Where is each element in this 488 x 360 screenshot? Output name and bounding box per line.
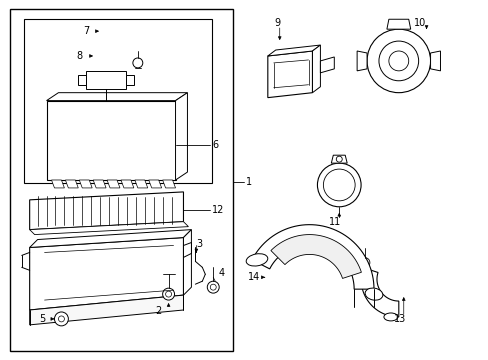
Bar — [10, 9, 233, 351]
Polygon shape — [30, 192, 183, 230]
Polygon shape — [78, 75, 86, 85]
Polygon shape — [30, 230, 191, 247]
Circle shape — [366, 29, 429, 93]
Text: 3: 3 — [196, 239, 202, 248]
Polygon shape — [183, 230, 191, 295]
Polygon shape — [65, 180, 78, 188]
Text: 1: 1 — [245, 177, 252, 187]
Text: 6: 6 — [212, 140, 218, 150]
Polygon shape — [30, 238, 183, 310]
Polygon shape — [46, 93, 187, 100]
Circle shape — [165, 291, 171, 297]
Text: 12: 12 — [212, 205, 224, 215]
Text: 13: 13 — [393, 314, 405, 324]
Circle shape — [207, 281, 219, 293]
Polygon shape — [267, 45, 320, 56]
Polygon shape — [107, 180, 120, 188]
Polygon shape — [135, 180, 147, 188]
Ellipse shape — [383, 313, 397, 321]
Circle shape — [59, 316, 64, 322]
Polygon shape — [312, 45, 320, 93]
Polygon shape — [126, 75, 134, 85]
Polygon shape — [386, 19, 410, 29]
Polygon shape — [163, 180, 175, 188]
Polygon shape — [356, 51, 366, 71]
Polygon shape — [267, 51, 312, 98]
Circle shape — [133, 58, 142, 68]
Polygon shape — [30, 222, 188, 235]
Polygon shape — [93, 180, 106, 188]
Text: 11: 11 — [328, 217, 341, 227]
Ellipse shape — [365, 288, 382, 300]
Text: 8: 8 — [76, 51, 82, 61]
Text: 9: 9 — [274, 18, 280, 28]
Bar — [24, 19, 212, 183]
Polygon shape — [121, 180, 134, 188]
Circle shape — [336, 156, 342, 162]
Polygon shape — [46, 100, 175, 180]
Text: 7: 7 — [83, 26, 89, 36]
Polygon shape — [51, 180, 64, 188]
Ellipse shape — [245, 254, 267, 266]
Circle shape — [388, 51, 408, 71]
Text: 5: 5 — [40, 314, 46, 324]
Polygon shape — [331, 155, 346, 163]
Circle shape — [163, 288, 174, 300]
Polygon shape — [30, 295, 183, 325]
Text: 10: 10 — [413, 18, 425, 28]
Text: 2: 2 — [155, 306, 162, 316]
Polygon shape — [86, 71, 126, 89]
Polygon shape — [79, 180, 92, 188]
Polygon shape — [175, 93, 187, 180]
Polygon shape — [270, 235, 361, 278]
Circle shape — [323, 169, 354, 201]
Circle shape — [378, 41, 418, 81]
Circle shape — [54, 312, 68, 326]
Circle shape — [359, 258, 369, 267]
Text: 4: 4 — [218, 268, 224, 278]
Polygon shape — [148, 180, 162, 188]
Circle shape — [317, 163, 360, 207]
Text: 14: 14 — [247, 272, 260, 282]
Polygon shape — [320, 57, 334, 73]
Polygon shape — [429, 51, 440, 71]
Polygon shape — [251, 225, 373, 289]
Polygon shape — [360, 267, 398, 317]
Circle shape — [210, 284, 216, 290]
